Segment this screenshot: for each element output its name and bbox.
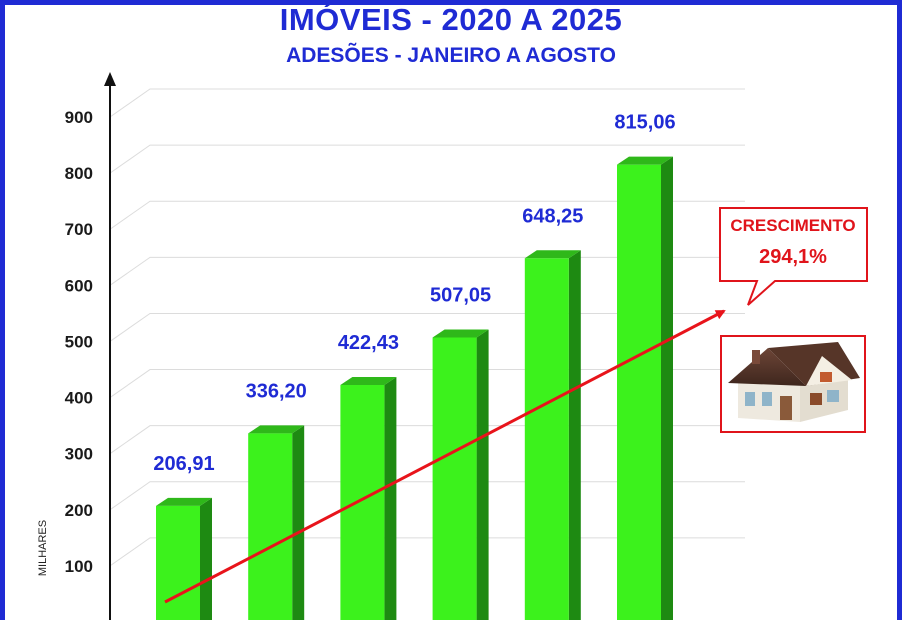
bar-top <box>617 156 673 165</box>
bar-top <box>524 250 581 259</box>
y-axis-arrowhead <box>104 72 116 86</box>
y-tick-label: 900 <box>65 108 93 127</box>
y-tick-label: 800 <box>65 164 93 183</box>
data-label: 507,05 <box>430 284 491 306</box>
bar-front <box>524 258 569 620</box>
bar-top <box>432 329 489 338</box>
bar-top <box>248 425 305 434</box>
bar-front <box>248 433 293 620</box>
gridline <box>109 88 745 118</box>
chart-title: IMÓVEIS - 2020 A 2025 <box>279 2 623 37</box>
bar-top <box>340 376 397 385</box>
bar <box>340 376 397 620</box>
growth-callout-bubble <box>719 207 868 306</box>
data-label: 648,25 <box>522 205 583 227</box>
y-tick-label: 400 <box>65 389 93 408</box>
bar <box>248 425 305 620</box>
bar-top <box>156 497 212 506</box>
growth-callout-value: 294,1% <box>759 246 827 268</box>
bar-side <box>384 376 397 620</box>
y-axis <box>104 72 116 620</box>
value-labels: 206,91 336,20 422,43 507,05 648,25 815,06 <box>153 112 675 475</box>
bar-front <box>156 505 200 620</box>
bars <box>156 156 673 620</box>
bar-front <box>617 164 661 620</box>
bar <box>617 156 673 620</box>
house-icon <box>728 342 860 422</box>
bar-front <box>340 384 385 620</box>
bar-side <box>568 250 581 620</box>
data-label: 336,20 <box>246 380 307 402</box>
data-label: 815,06 <box>614 112 675 134</box>
bar <box>432 329 489 620</box>
bar-front <box>432 337 477 620</box>
y-tick-label: 300 <box>65 445 93 464</box>
y-tick-label: 500 <box>65 332 93 351</box>
gridline <box>109 200 745 230</box>
bar-side <box>661 156 673 620</box>
bar-side <box>200 497 212 620</box>
bar-side <box>292 425 305 620</box>
chart-subtitle: ADESÕES - JANEIRO A AGOSTO <box>286 44 616 67</box>
y-tick-labels: 100 200 300 400 500 600 700 800 900 <box>65 108 93 576</box>
y-tick-label: 200 <box>65 501 93 520</box>
house-image <box>720 335 866 433</box>
y-tick-label: 700 <box>65 220 93 239</box>
bar <box>524 250 581 620</box>
growth-callout-title: CRESCIMENTO <box>730 216 856 235</box>
bar <box>156 497 212 620</box>
bar-side <box>476 329 489 620</box>
growth-trend-arrow <box>164 309 726 604</box>
gridline <box>109 144 745 174</box>
y-tick-label: 100 <box>65 557 93 576</box>
data-label: 206,91 <box>153 453 214 475</box>
data-label: 422,43 <box>338 332 399 354</box>
y-tick-label: 600 <box>65 276 93 295</box>
